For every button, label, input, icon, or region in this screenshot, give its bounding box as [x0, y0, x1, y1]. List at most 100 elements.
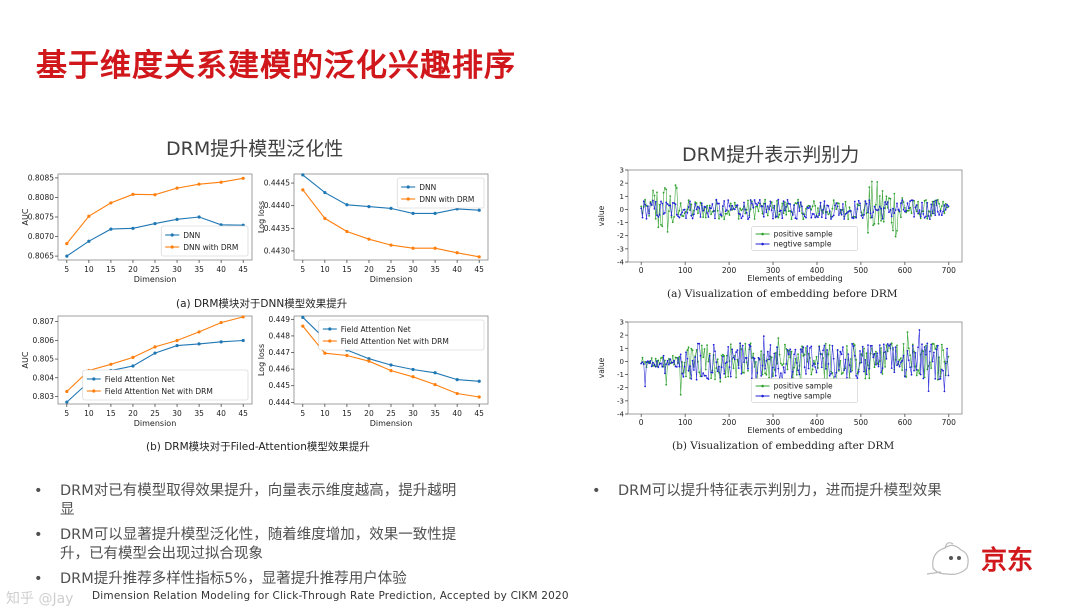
- data-point: [669, 195, 672, 197]
- data-point: [929, 218, 931, 220]
- data-point: [855, 216, 857, 219]
- data-point: [933, 351, 935, 354]
- data-point: [673, 363, 675, 366]
- data-point: [942, 349, 944, 351]
- data-point: [795, 217, 798, 220]
- y-tick-label: 0.8085: [28, 173, 54, 182]
- data-point: [811, 364, 814, 367]
- data-point: [878, 195, 881, 197]
- data-point: [851, 216, 853, 219]
- legend-label: Field Attention Net: [341, 325, 411, 334]
- x-tick-label: 25: [150, 265, 160, 274]
- data-point: [674, 184, 677, 187]
- data-point: [944, 362, 947, 365]
- data-point: [219, 340, 223, 344]
- data-point: [736, 349, 739, 351]
- data-point: [906, 202, 909, 204]
- data-point: [934, 377, 937, 380]
- data-point: [809, 347, 811, 349]
- citation: Dimension Relation Modeling for Click-Th…: [92, 590, 569, 602]
- data-point: [153, 193, 157, 197]
- data-point: [784, 209, 786, 212]
- legend-label: positive sample: [774, 230, 833, 239]
- data-point: [873, 352, 876, 355]
- data-point: [781, 202, 784, 205]
- data-point: [938, 202, 940, 205]
- data-point: [867, 344, 869, 346]
- data-point: [433, 371, 437, 375]
- data-point: [786, 349, 789, 351]
- data-point: [762, 215, 765, 218]
- data-point: [367, 237, 371, 241]
- data-point: [657, 216, 660, 218]
- data-point: [876, 362, 879, 365]
- data-point: [919, 217, 922, 220]
- data-point: [794, 357, 797, 360]
- data-point: [897, 360, 900, 363]
- legend-marker: [170, 245, 174, 249]
- data-point: [801, 351, 803, 353]
- data-point: [864, 377, 867, 380]
- data-point: [851, 343, 853, 345]
- data-point: [801, 205, 803, 208]
- data-point: [781, 364, 784, 367]
- data-point: [736, 204, 739, 206]
- data-point: [921, 210, 923, 213]
- data-point: [842, 346, 844, 348]
- legend-label: DNN with DRM: [419, 195, 474, 204]
- data-point: [389, 206, 393, 210]
- data-point: [724, 376, 727, 378]
- data-point: [671, 354, 674, 357]
- data-point: [665, 363, 668, 366]
- x-axis-label: Dimension: [370, 275, 413, 284]
- data-point: [915, 368, 918, 371]
- data-point: [778, 210, 781, 213]
- data-point: [153, 351, 157, 355]
- data-point: [943, 360, 946, 363]
- x-tick-label: 40: [452, 265, 462, 274]
- data-point: [813, 200, 815, 203]
- data-point: [853, 200, 856, 203]
- data-point: [923, 199, 926, 202]
- data-point: [653, 363, 656, 366]
- data-point: [772, 366, 774, 369]
- data-point: [241, 315, 245, 319]
- data-point: [765, 360, 768, 362]
- data-point: [827, 363, 830, 365]
- data-point: [673, 216, 675, 218]
- data-point: [832, 214, 835, 217]
- data-point: [789, 203, 792, 205]
- data-point: [789, 348, 792, 351]
- legend-label: Field Attention Net with DRM: [105, 387, 213, 396]
- data-point: [944, 202, 947, 205]
- legend-marker: [761, 394, 764, 398]
- data-point: [888, 197, 890, 199]
- data-point: [731, 208, 734, 211]
- data-point: [844, 213, 847, 215]
- data-point: [877, 222, 880, 225]
- data-point: [710, 207, 712, 210]
- data-point: [714, 350, 716, 353]
- x-tick-label: 400: [810, 418, 825, 427]
- data-point: [649, 360, 652, 362]
- data-point: [889, 197, 892, 200]
- data-point: [911, 345, 914, 347]
- data-point: [868, 377, 871, 380]
- y-tick-label: -3: [617, 245, 624, 253]
- data-point: [650, 204, 653, 206]
- data-point: [871, 180, 873, 183]
- data-point: [683, 365, 686, 368]
- data-point: [795, 373, 798, 376]
- x-tick-label: 0: [639, 418, 644, 427]
- y-axis-label: value: [597, 357, 606, 378]
- data-point: [873, 205, 876, 208]
- data-point: [669, 204, 672, 207]
- data-point: [723, 355, 726, 357]
- data-point: [902, 208, 905, 211]
- data-point: [828, 210, 831, 213]
- data-point: [109, 227, 113, 231]
- data-point: [888, 211, 890, 213]
- x-tick-label: 40: [216, 409, 226, 418]
- data-point: [674, 203, 677, 206]
- data-point: [668, 210, 670, 212]
